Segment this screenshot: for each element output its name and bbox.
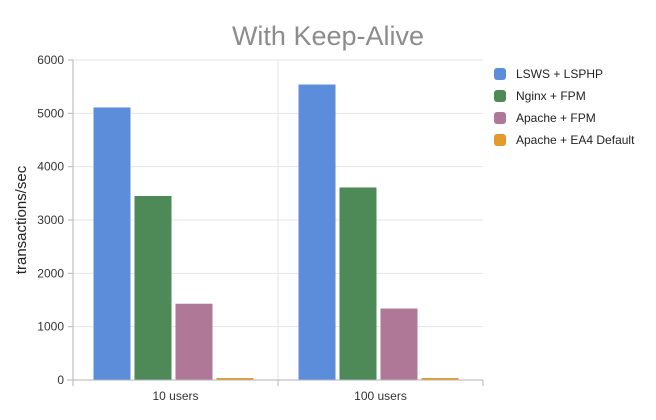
bar [421, 378, 459, 380]
y-tick-label: 6000 [37, 53, 64, 67]
bar [134, 196, 172, 380]
legend: LSWS + LSPHP Nginx + FPM Apache + FPM Apach… [494, 67, 635, 147]
legend-item: LSWS + LSPHP [494, 67, 603, 81]
y-tick-label: 5000 [37, 106, 64, 120]
bars [93, 84, 459, 381]
bar [380, 308, 418, 380]
y-tick-labels: 0 1000 2000 3000 4000 5000 6000 [37, 53, 64, 387]
legend-label: Apache + EA4 Default [516, 133, 635, 147]
y-tick-label: 3000 [37, 213, 64, 227]
legend-item: Nginx + FPM [494, 89, 586, 103]
legend-label: Nginx + FPM [516, 89, 586, 103]
legend-swatch [494, 68, 506, 80]
legend-swatch [494, 112, 506, 124]
x-tick-label: 10 users [152, 389, 198, 403]
bar [298, 84, 336, 381]
legend-item: Apache + FPM [494, 111, 596, 125]
y-tick-label: 4000 [37, 160, 64, 174]
legend-label: LSWS + LSPHP [516, 67, 603, 81]
chart-title: With Keep-Alive [232, 21, 424, 51]
bar [175, 303, 213, 380]
bar [339, 187, 377, 380]
x-tick-labels: 10 users 100 users [152, 389, 406, 403]
axes [67, 59, 484, 386]
legend-swatch [494, 90, 506, 102]
y-tick-label: 2000 [37, 266, 64, 280]
bar [216, 378, 254, 380]
legend-item: Apache + EA4 Default [494, 133, 635, 147]
legend-swatch [494, 134, 506, 146]
legend-label: Apache + FPM [516, 111, 596, 125]
x-tick-label: 100 users [354, 389, 407, 403]
y-axis-label: transactions/sec [13, 165, 30, 274]
y-tick-label: 1000 [37, 320, 64, 334]
y-tick-label: 0 [57, 373, 64, 387]
bar [93, 107, 131, 380]
